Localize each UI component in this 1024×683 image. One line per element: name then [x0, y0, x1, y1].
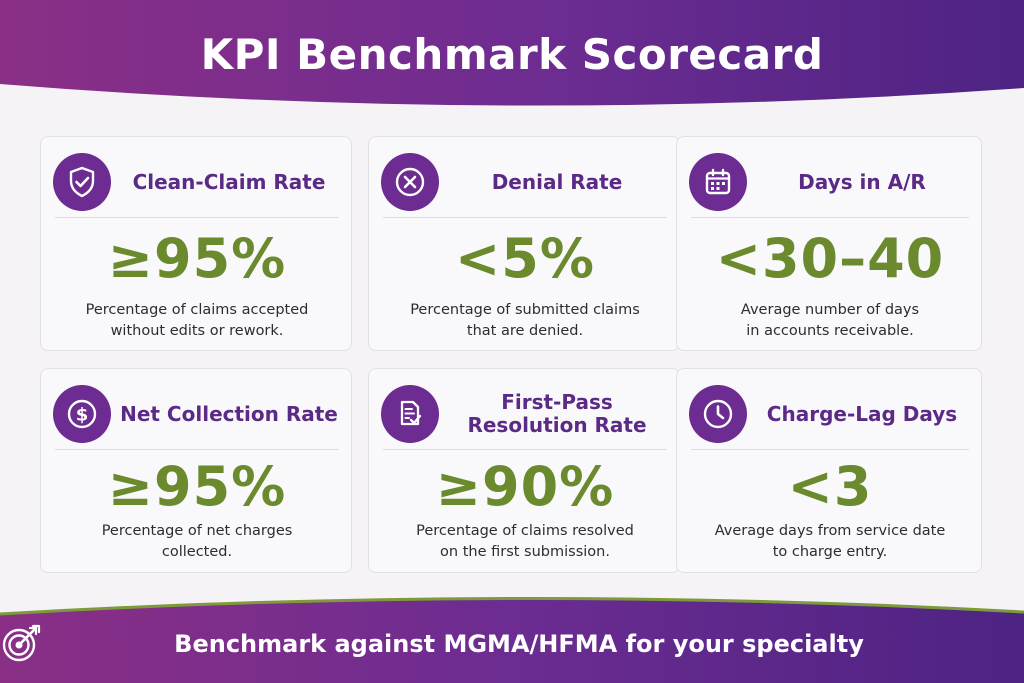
card-title: Clean-Claim Rate: [132, 169, 326, 194]
kpi-value: ≥95%: [107, 455, 287, 518]
description-line: Percentage of net charges: [101, 523, 293, 539]
card-title: Charge-Lag Days: [766, 401, 958, 426]
kpi-value: <3: [787, 455, 873, 518]
description-line: in accounts receivable.: [746, 323, 914, 339]
description-line: without edits or rework.: [110, 323, 284, 339]
card-divider: [55, 217, 339, 218]
card-title: Net Collection Rate: [120, 401, 338, 426]
card-header: Charge-Lag Days: [689, 379, 971, 449]
clock-icon: [689, 385, 747, 443]
kpi-description: Percentage of net charges collected.: [61, 521, 333, 563]
header-banner: KPI Benchmark Scorecard: [0, 0, 1024, 120]
document-check-icon: [381, 385, 439, 443]
description-line: collected.: [161, 544, 233, 560]
card-divider: [55, 449, 339, 450]
calendar-icon: [689, 153, 747, 211]
kpi-value: <5%: [455, 227, 595, 290]
x-circle-icon: [381, 153, 439, 211]
kpi-value: <30–40: [715, 227, 945, 290]
page-title: KPI Benchmark Scorecard: [200, 30, 824, 79]
card-divider: [691, 449, 969, 450]
kpi-description: Percentage of claims accepted without ed…: [61, 300, 333, 342]
description-line: Percentage of submitted claims: [410, 302, 640, 318]
card-title: Denial Rate: [491, 169, 623, 194]
kpi-card-net-collection-rate: $ Net Collection Rate ≥95% Percentage of…: [40, 368, 352, 573]
footer-content: Benchmark against MGMA/HFMA for your spe…: [0, 622, 1024, 666]
description-line: Percentage of claims resolved: [416, 523, 634, 539]
kpi-card-clean-claim-rate: Clean-Claim Rate ≥95% Percentage of clai…: [40, 136, 352, 351]
card-header: Days in A/R: [689, 147, 971, 217]
card-header: Denial Rate: [381, 147, 669, 217]
dollar-icon: $: [53, 385, 111, 443]
card-header: Clean-Claim Rate: [53, 147, 341, 217]
kpi-card-charge-lag-days: Charge-Lag Days <3 Average days from ser…: [676, 368, 982, 573]
description-line: Average days from service date: [714, 523, 946, 539]
shield-check-icon: [53, 153, 111, 211]
card-title-line: Resolution Rate: [467, 413, 647, 437]
footer-text: Benchmark against MGMA/HFMA for your spe…: [174, 630, 864, 658]
header-background: [0, 0, 1024, 106]
description-line: that are denied.: [466, 323, 584, 339]
description-line: to charge entry.: [772, 544, 888, 560]
card-divider: [383, 217, 667, 218]
card-title: Days in A/R: [798, 169, 926, 194]
kpi-description: Percentage of claims resolved on the fir…: [389, 521, 661, 563]
kpi-card-days-in-ar: Days in A/R <30–40 Average number of day…: [676, 136, 982, 351]
kpi-description: Average number of days in accounts recei…: [697, 300, 963, 342]
card-divider: [691, 217, 969, 218]
kpi-card-first-pass-resolution-rate: First-Pass Resolution Rate ≥90% Percenta…: [368, 368, 680, 573]
kpi-grid: Clean-Claim Rate ≥95% Percentage of clai…: [40, 136, 984, 574]
card-title: First-Pass Resolution Rate: [439, 391, 669, 437]
svg-text:$: $: [76, 405, 89, 426]
kpi-description: Average days from service date to charge…: [697, 521, 963, 563]
description-line: Percentage of claims accepted: [85, 302, 309, 318]
card-header: First-Pass Resolution Rate: [381, 379, 669, 449]
footer-background: [0, 596, 1024, 683]
kpi-card-denial-rate: Denial Rate <5% Percentage of submitted …: [368, 136, 680, 351]
description-line: on the first submission.: [440, 544, 610, 560]
card-header: $ Net Collection Rate: [53, 379, 341, 449]
footer-banner: Benchmark against MGMA/HFMA for your spe…: [0, 592, 1024, 683]
kpi-value: ≥90%: [435, 455, 615, 518]
card-title-line: First-Pass: [501, 390, 613, 414]
kpi-description: Percentage of submitted claims that are …: [389, 300, 661, 342]
description-line: Average number of days: [740, 302, 920, 318]
kpi-value: ≥95%: [107, 227, 287, 290]
card-divider: [383, 449, 667, 450]
